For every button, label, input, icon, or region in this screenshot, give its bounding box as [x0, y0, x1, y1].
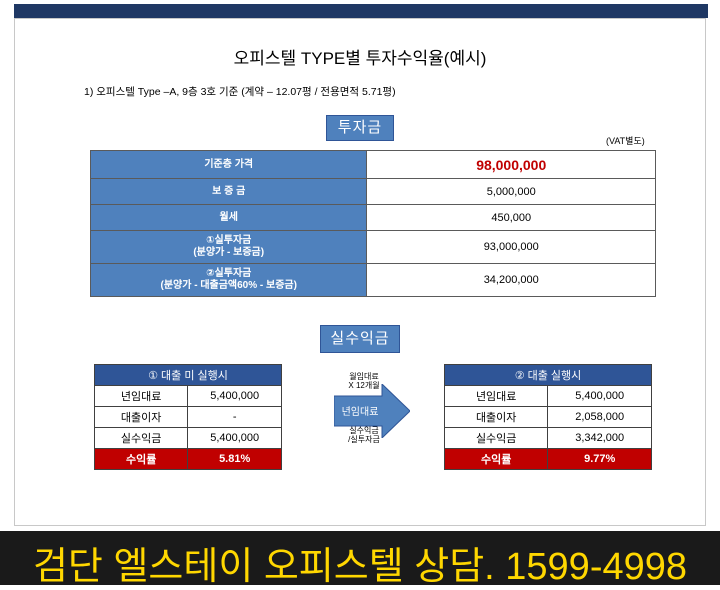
profit-table-with-loan: ② 대출 실행시 년임대료 5,400,000 대출이자 2,058,000 실…: [443, 364, 652, 470]
yield-row: 수익률 5.81%: [93, 448, 282, 470]
arrow-note-bottom: 실수익금 /실투자금: [334, 426, 394, 444]
table-row: 년임대료 5,400,000: [443, 385, 652, 407]
right-arrow-icon: 년임대료: [334, 384, 410, 438]
yield-label: 수익률: [443, 448, 549, 470]
table-row: 년임대료 5,400,000: [93, 385, 282, 407]
yield-value: 9.77%: [547, 448, 652, 470]
row-label-line2: (분양가 - 대출금액60% - 보증금): [160, 280, 297, 291]
table-row: ②실투자금 (분양가 - 대출금액60% - 보증금) 34,200,000: [89, 263, 656, 297]
arrow-note-top: 월임대료 X 12개월: [334, 372, 394, 390]
note-line: /실투자금: [348, 435, 380, 444]
cell-label: 실수익금: [443, 427, 549, 449]
table-header: ② 대출 실행시: [444, 364, 652, 386]
vat-note: (VAT별도): [606, 136, 645, 146]
row-label: ①실투자금 (분양가 - 보증금): [89, 230, 368, 264]
profit-heading: 실수익금: [320, 325, 400, 353]
row-label: ②실투자금 (분양가 - 대출금액60% - 보증금): [89, 263, 368, 297]
row-value: 5,000,000: [366, 178, 656, 205]
row-value: 93,000,000: [366, 230, 656, 264]
investment-table: 기준층 가격 98,000,000 보 증 금 5,000,000 월세 450…: [89, 150, 656, 297]
table-row: 대출이자 -: [93, 406, 282, 428]
table-row: 월세 450,000: [89, 204, 656, 231]
row-label: 월세: [89, 204, 368, 231]
cell-value: 5,400,000: [547, 385, 652, 407]
cell-label: 년임대료: [93, 385, 189, 407]
row-label-line2: (분양가 - 보증금): [193, 247, 265, 258]
content-frame: [14, 18, 706, 526]
row-label-line1: ①실투자금: [206, 235, 252, 246]
profit-table-no-loan: ① 대출 미 실행시 년임대료 5,400,000 대출이자 - 실수익금 5,…: [93, 364, 282, 470]
note-line: X 12개월: [348, 381, 380, 390]
cell-label: 실수익금: [93, 427, 189, 449]
top-bar: [14, 4, 708, 18]
contact-banner-text: 검단 엘스테이 오피스텔 상담. 1599-4998: [32, 546, 688, 588]
cell-label: 대출이자: [93, 406, 189, 428]
row-label-line1: ②실투자금: [206, 268, 252, 279]
row-label: 기준층 가격: [89, 150, 368, 179]
cell-value: -: [187, 406, 282, 428]
table-row: 대출이자 2,058,000: [443, 406, 652, 428]
note-line: 실수익금: [349, 426, 379, 435]
contact-banner: [0, 531, 720, 585]
arrow-label: 년임대료: [342, 405, 379, 418]
yield-row: 수익률 9.77%: [443, 448, 652, 470]
table-row: 기준층 가격 98,000,000: [89, 150, 656, 179]
table-row: 실수익금 5,400,000: [93, 427, 282, 449]
yield-label: 수익률: [93, 448, 189, 470]
table-header: ① 대출 미 실행시: [94, 364, 282, 386]
cell-value: 5,400,000: [187, 427, 282, 449]
table-row: ①실투자금 (분양가 - 보증금) 93,000,000: [89, 230, 656, 264]
note-line: 월임대료: [349, 372, 379, 381]
row-label: 보 증 금: [89, 178, 368, 205]
base-price-value: 98,000,000: [366, 150, 656, 179]
page-subtitle: 1) 오피스텔 Type –A, 9층 3호 기준 (계약 – 12.07평 /…: [84, 86, 396, 98]
table-row: 실수익금 3,342,000: [443, 427, 652, 449]
cell-value: 2,058,000: [547, 406, 652, 428]
cell-label: 년임대료: [443, 385, 549, 407]
row-value: 34,200,000: [366, 263, 656, 297]
cell-value: 5,400,000: [187, 385, 282, 407]
page-title: 오피스텔 TYPE별 투자수익율(예시): [233, 49, 487, 68]
table-row: 보 증 금 5,000,000: [89, 178, 656, 205]
cell-label: 대출이자: [443, 406, 549, 428]
cell-value: 3,342,000: [547, 427, 652, 449]
investment-heading: 투자금: [326, 115, 394, 141]
yield-value: 5.81%: [187, 448, 282, 470]
row-value: 450,000: [366, 204, 656, 231]
